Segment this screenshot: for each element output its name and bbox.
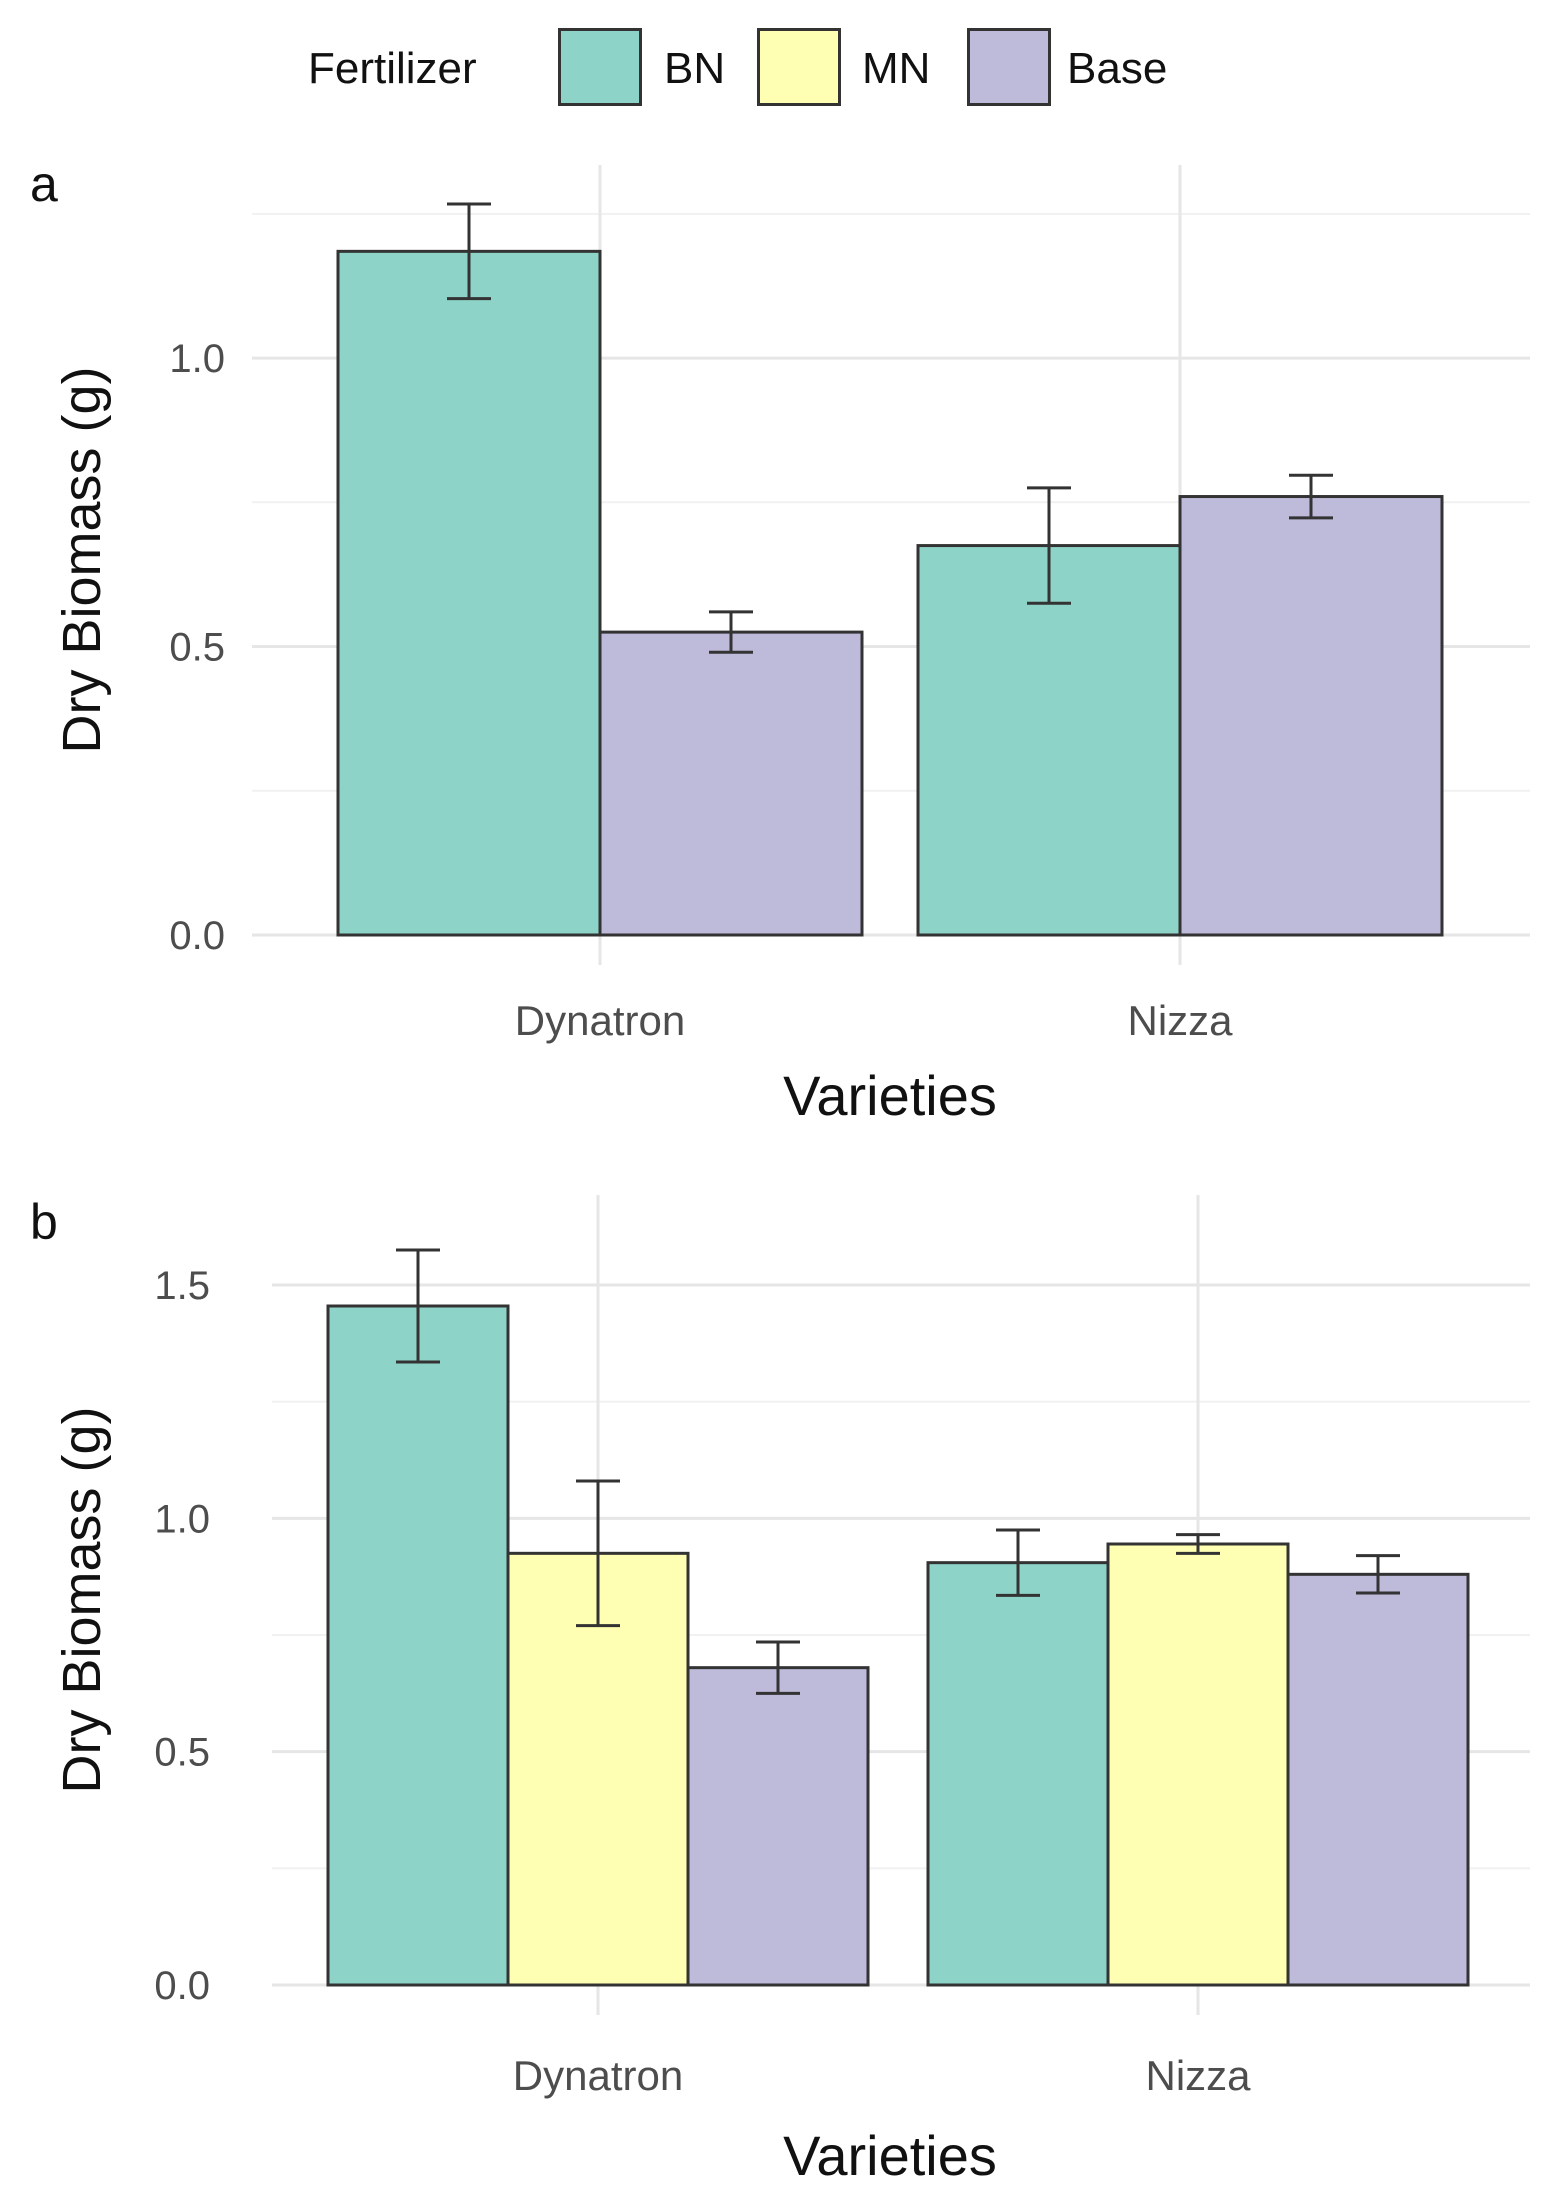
- panel-b-ytick-label: 0.0: [154, 1964, 210, 2008]
- panel-b-bar-nizza-bn: [926, 1561, 1110, 1987]
- panel-a-bar-dynatron-base: [598, 630, 864, 937]
- panel-a-x-axis-title: Varieties: [783, 1064, 997, 1127]
- panel-a-xtick-label: Dynatron: [515, 997, 685, 1044]
- panel-a-ytick-label: 0.5: [169, 626, 225, 670]
- panel-a-ytick-label: 0.0: [169, 914, 225, 958]
- panel-a-ytick-label: 1.0: [169, 337, 225, 381]
- panel-a-bar-dynatron-bn: [336, 249, 602, 937]
- panel-b-ytick-label: 1.5: [154, 1264, 210, 1308]
- panel-a-bar-nizza-bn: [916, 544, 1182, 937]
- chart-panel-b: 0.0 0.5 1.0 1.5 Dynatron Nizza Varieties Dry Bi…: [52, 1195, 1530, 2187]
- panel-b-y-axis-title: Dry Biomass (g): [52, 1406, 112, 1793]
- legend: Fertilizer BN MN Base: [0, 0, 1568, 130]
- legend-key-base: [967, 28, 1051, 106]
- legend-title: Fertilizer: [308, 44, 477, 93]
- panel-a-bar-nizza-base: [1178, 495, 1444, 937]
- panel-a-y-axis-title: Dry Biomass (g): [52, 366, 112, 753]
- panel-b-bar-dynatron-bn: [326, 1304, 510, 1987]
- legend-label-mn: MN: [862, 44, 931, 93]
- panel-a-letter: a: [30, 156, 58, 212]
- panel-b-x-axis-title: Varieties: [783, 2124, 997, 2187]
- legend-label-base: Base: [1067, 44, 1168, 93]
- panel-b-xtick-label: Nizza: [1145, 2052, 1251, 2099]
- panel-b-xtick-label: Dynatron: [513, 2052, 683, 2099]
- chart-panel-a: 0.0 0.5 1.0 Dynatron Nizza Varieties Dry Bioma…: [52, 165, 1530, 1127]
- legend-key-bn: [558, 28, 642, 106]
- panel-b-ytick-label: 0.5: [154, 1731, 210, 1775]
- panel-b-letter: b: [30, 1194, 58, 1250]
- panel-b-bar-nizza-base: [1286, 1572, 1470, 1987]
- panel-b-ytick-label: 1.0: [154, 1497, 210, 1541]
- legend-key-mn: [757, 28, 841, 106]
- legend-label-bn: BN: [664, 44, 726, 93]
- panel-a-xtick-label: Nizza: [1127, 997, 1233, 1044]
- panel-b-bar-nizza-mn: [1106, 1542, 1290, 1987]
- panel-b-bar-dynatron-base: [686, 1666, 870, 1987]
